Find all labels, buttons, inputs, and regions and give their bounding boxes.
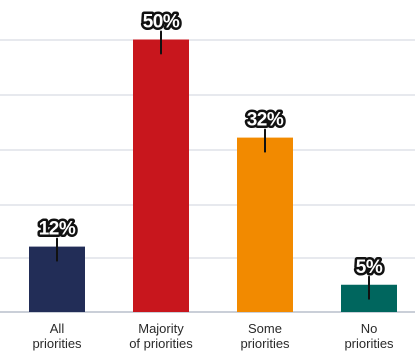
category-label-2: Majority of priorities xyxy=(129,321,193,351)
bar-2 xyxy=(133,39,189,312)
category-labels: All priorities Majority of priorities Some pr… xyxy=(32,321,394,351)
category-label-1: All priorities xyxy=(32,321,82,351)
data-label-4: 5% xyxy=(356,257,383,278)
bar-3 xyxy=(237,137,293,312)
data-label-1: 12% xyxy=(39,219,76,240)
data-labels: 12% 50% 32% 5% xyxy=(36,9,386,300)
data-label-3: 32% xyxy=(247,110,284,131)
category-label-3: Some priorities xyxy=(240,321,290,351)
category-label-4: No priorities xyxy=(344,321,394,351)
bars xyxy=(29,39,397,312)
data-label-2: 50% xyxy=(143,12,180,33)
